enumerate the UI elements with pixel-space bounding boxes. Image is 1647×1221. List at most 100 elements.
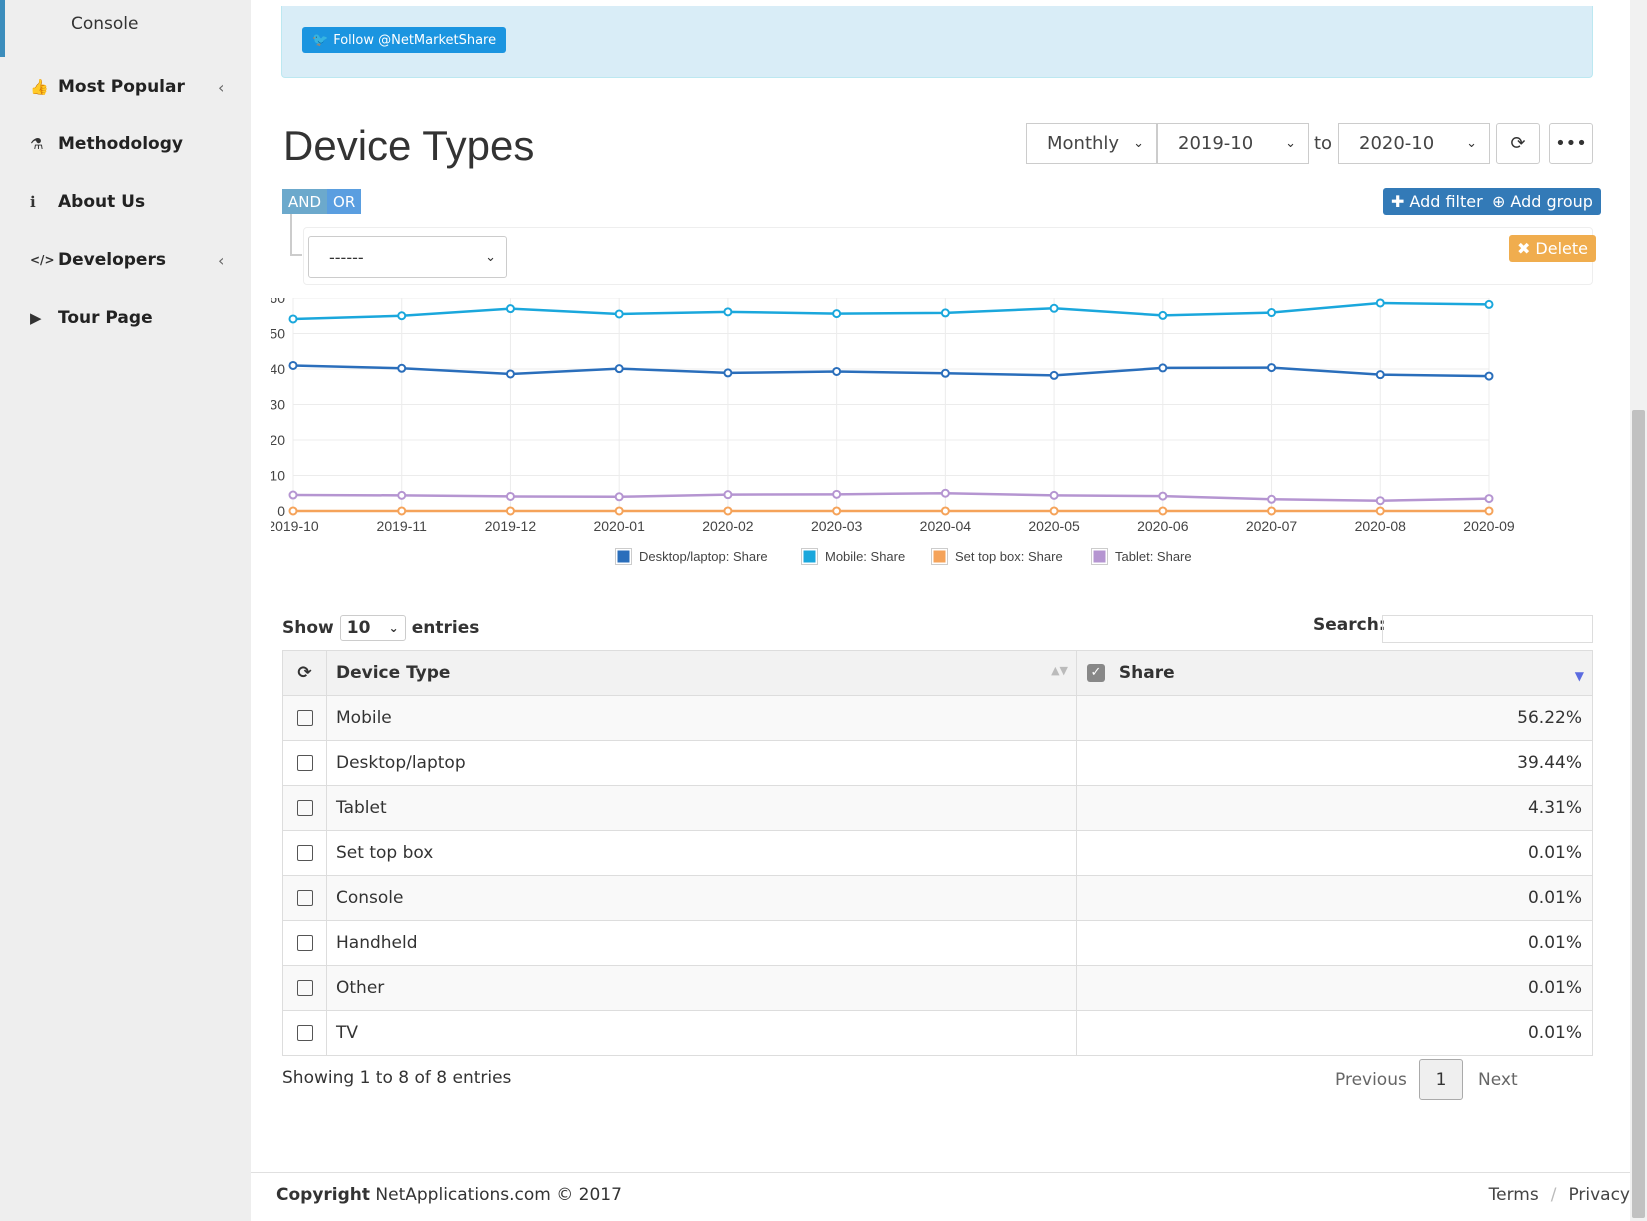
delete-rule-button[interactable]: ✖ Delete (1509, 235, 1596, 262)
row-checkbox[interactable] (296, 845, 313, 861)
data-point (1375, 506, 1385, 516)
filter-rule-select[interactable]: ------ ⌄ (308, 236, 507, 278)
sidebar-item-label: Developers (58, 250, 166, 270)
footer-links: Terms / Privacy (1489, 1185, 1630, 1205)
table-row[interactable]: Tablet 4.31% (282, 785, 1593, 831)
row-checkbox[interactable] (296, 935, 313, 951)
column-header-device-type[interactable]: Device Type ▲▼ (326, 650, 1077, 696)
table-row[interactable]: Desktop/laptop 39.44% (282, 740, 1593, 786)
data-point (1049, 370, 1059, 380)
sidebar-item-tour-page[interactable]: ▶ Tour Page (30, 303, 153, 333)
privacy-link[interactable]: Privacy (1568, 1185, 1630, 1205)
row-checkbox-cell[interactable] (282, 965, 327, 1011)
from-date-select[interactable]: 2019-10 ⌄ (1157, 123, 1309, 164)
data-point (505, 304, 515, 314)
next-page-button[interactable]: Next (1478, 1069, 1518, 1090)
data-point (288, 360, 298, 370)
y-tick-label: 20 (271, 432, 285, 448)
row-checkbox[interactable] (296, 980, 313, 996)
period-value: Monthly (1047, 133, 1120, 154)
vertical-scrollbar[interactable] (1630, 0, 1647, 1221)
x-tick-label: 2020-02 (702, 518, 754, 534)
device-type-cell: Set top box (326, 830, 1077, 876)
refresh-icon: ⟳ (1510, 133, 1526, 154)
plus-icon: ✚ (1391, 192, 1405, 211)
table-row[interactable]: TV 0.01% (282, 1010, 1593, 1056)
column-header-share[interactable]: ✓ Share ▼ (1076, 650, 1593, 696)
data-point (940, 488, 950, 498)
row-checkbox-cell[interactable] (282, 785, 327, 831)
copyright: Copyright NetApplications.com © 2017 (276, 1185, 622, 1205)
sidebar-item-most-popular[interactable]: 👍 Most Popular ‹ (30, 72, 224, 102)
reset-column-header[interactable]: ⟳ (282, 650, 327, 696)
row-checkbox-cell[interactable] (282, 830, 327, 876)
row-checkbox[interactable] (296, 800, 313, 816)
row-checkbox-cell[interactable] (282, 1010, 327, 1056)
flask-icon: ⚗ (30, 135, 44, 153)
row-checkbox[interactable] (296, 1025, 313, 1041)
checked-checkbox-icon[interactable]: ✓ (1087, 664, 1105, 682)
data-point (1484, 371, 1494, 381)
or-button[interactable]: OR (327, 189, 362, 214)
code-icon: </> (30, 253, 55, 267)
x-tick-label: 2020-04 (920, 518, 972, 534)
share-cell: 4.31% (1076, 785, 1593, 831)
entries-select[interactable]: 10 ⌄ (339, 615, 406, 641)
refresh-button[interactable]: ⟳ (1496, 123, 1540, 164)
legend-swatch (932, 549, 947, 564)
table-row[interactable]: Mobile 56.22% (282, 695, 1593, 741)
share-cell: 0.01% (1076, 875, 1593, 921)
period-select[interactable]: Monthly ⌄ (1026, 123, 1157, 164)
data-point (1375, 496, 1385, 506)
search-input[interactable] (1382, 615, 1593, 643)
y-tick-label: 10 (271, 468, 285, 484)
previous-page-button[interactable]: Previous (1335, 1069, 1407, 1090)
sort-icon: ▲▼ (1051, 664, 1068, 677)
twitter-follow-button[interactable]: 🐦 Follow @NetMarketShare (302, 27, 507, 53)
share-cell: 39.44% (1076, 740, 1593, 786)
data-point (1484, 299, 1494, 309)
table-row[interactable]: Set top box 0.01% (282, 830, 1593, 876)
from-date-value: 2019-10 (1178, 133, 1254, 154)
data-point (1049, 303, 1059, 313)
and-button[interactable]: AND (282, 189, 328, 214)
plus-circle-icon: ⊕ (1492, 192, 1506, 211)
add-filter-button[interactable]: ✚ Add filter (1383, 188, 1491, 215)
x-tick-label: 2019-12 (485, 518, 537, 534)
add-group-button[interactable]: ⊕ Add group (1484, 188, 1601, 215)
sidebar-item-developers[interactable]: </> Developers ‹ (30, 245, 224, 275)
more-options-button[interactable]: ••• (1549, 123, 1593, 164)
legend-label: Mobile: Share (825, 549, 905, 564)
close-icon: ✖ (1517, 239, 1531, 258)
to-date-select[interactable]: 2020-10 ⌄ (1338, 123, 1490, 164)
chevron-left-icon: ‹ (218, 250, 225, 270)
scrollbar-thumb[interactable] (1632, 410, 1645, 1218)
terms-link[interactable]: Terms (1488, 1185, 1539, 1205)
table-row[interactable]: Console 0.01% (282, 875, 1593, 921)
x-tick-label: 2020-08 (1355, 518, 1407, 534)
row-checkbox-cell[interactable] (282, 695, 327, 741)
row-checkbox-cell[interactable] (282, 875, 327, 921)
chevron-left-icon: ‹ (218, 77, 225, 97)
sidebar-item-methodology[interactable]: ⚗ Methodology (30, 129, 183, 159)
data-point (723, 307, 733, 317)
row-checkbox[interactable] (296, 710, 313, 726)
data-point (723, 490, 733, 500)
row-checkbox-cell[interactable] (282, 920, 327, 966)
page-1-button[interactable]: 1 (1419, 1059, 1463, 1100)
and-or-toggle: AND OR (282, 189, 362, 214)
x-tick-label: 2020-05 (1028, 518, 1080, 534)
table-row[interactable]: Other 0.01% (282, 965, 1593, 1011)
row-checkbox-cell[interactable] (282, 740, 327, 786)
data-point (940, 308, 950, 318)
sidebar-subitem-console[interactable]: Console (71, 14, 139, 34)
sidebar-item-about-us[interactable]: ℹ About Us (30, 187, 145, 217)
entries-length-control: Show 10 ⌄ entries (282, 615, 479, 641)
row-checkbox[interactable] (296, 890, 313, 906)
twitter-icon: 🐦 (312, 32, 329, 48)
table-row[interactable]: Handheld 0.01% (282, 920, 1593, 966)
device-type-cell: Desktop/laptop (326, 740, 1077, 786)
row-checkbox[interactable] (296, 755, 313, 771)
column-header-label: Device Type (336, 663, 451, 683)
chevron-down-icon: ⌄ (485, 249, 496, 265)
